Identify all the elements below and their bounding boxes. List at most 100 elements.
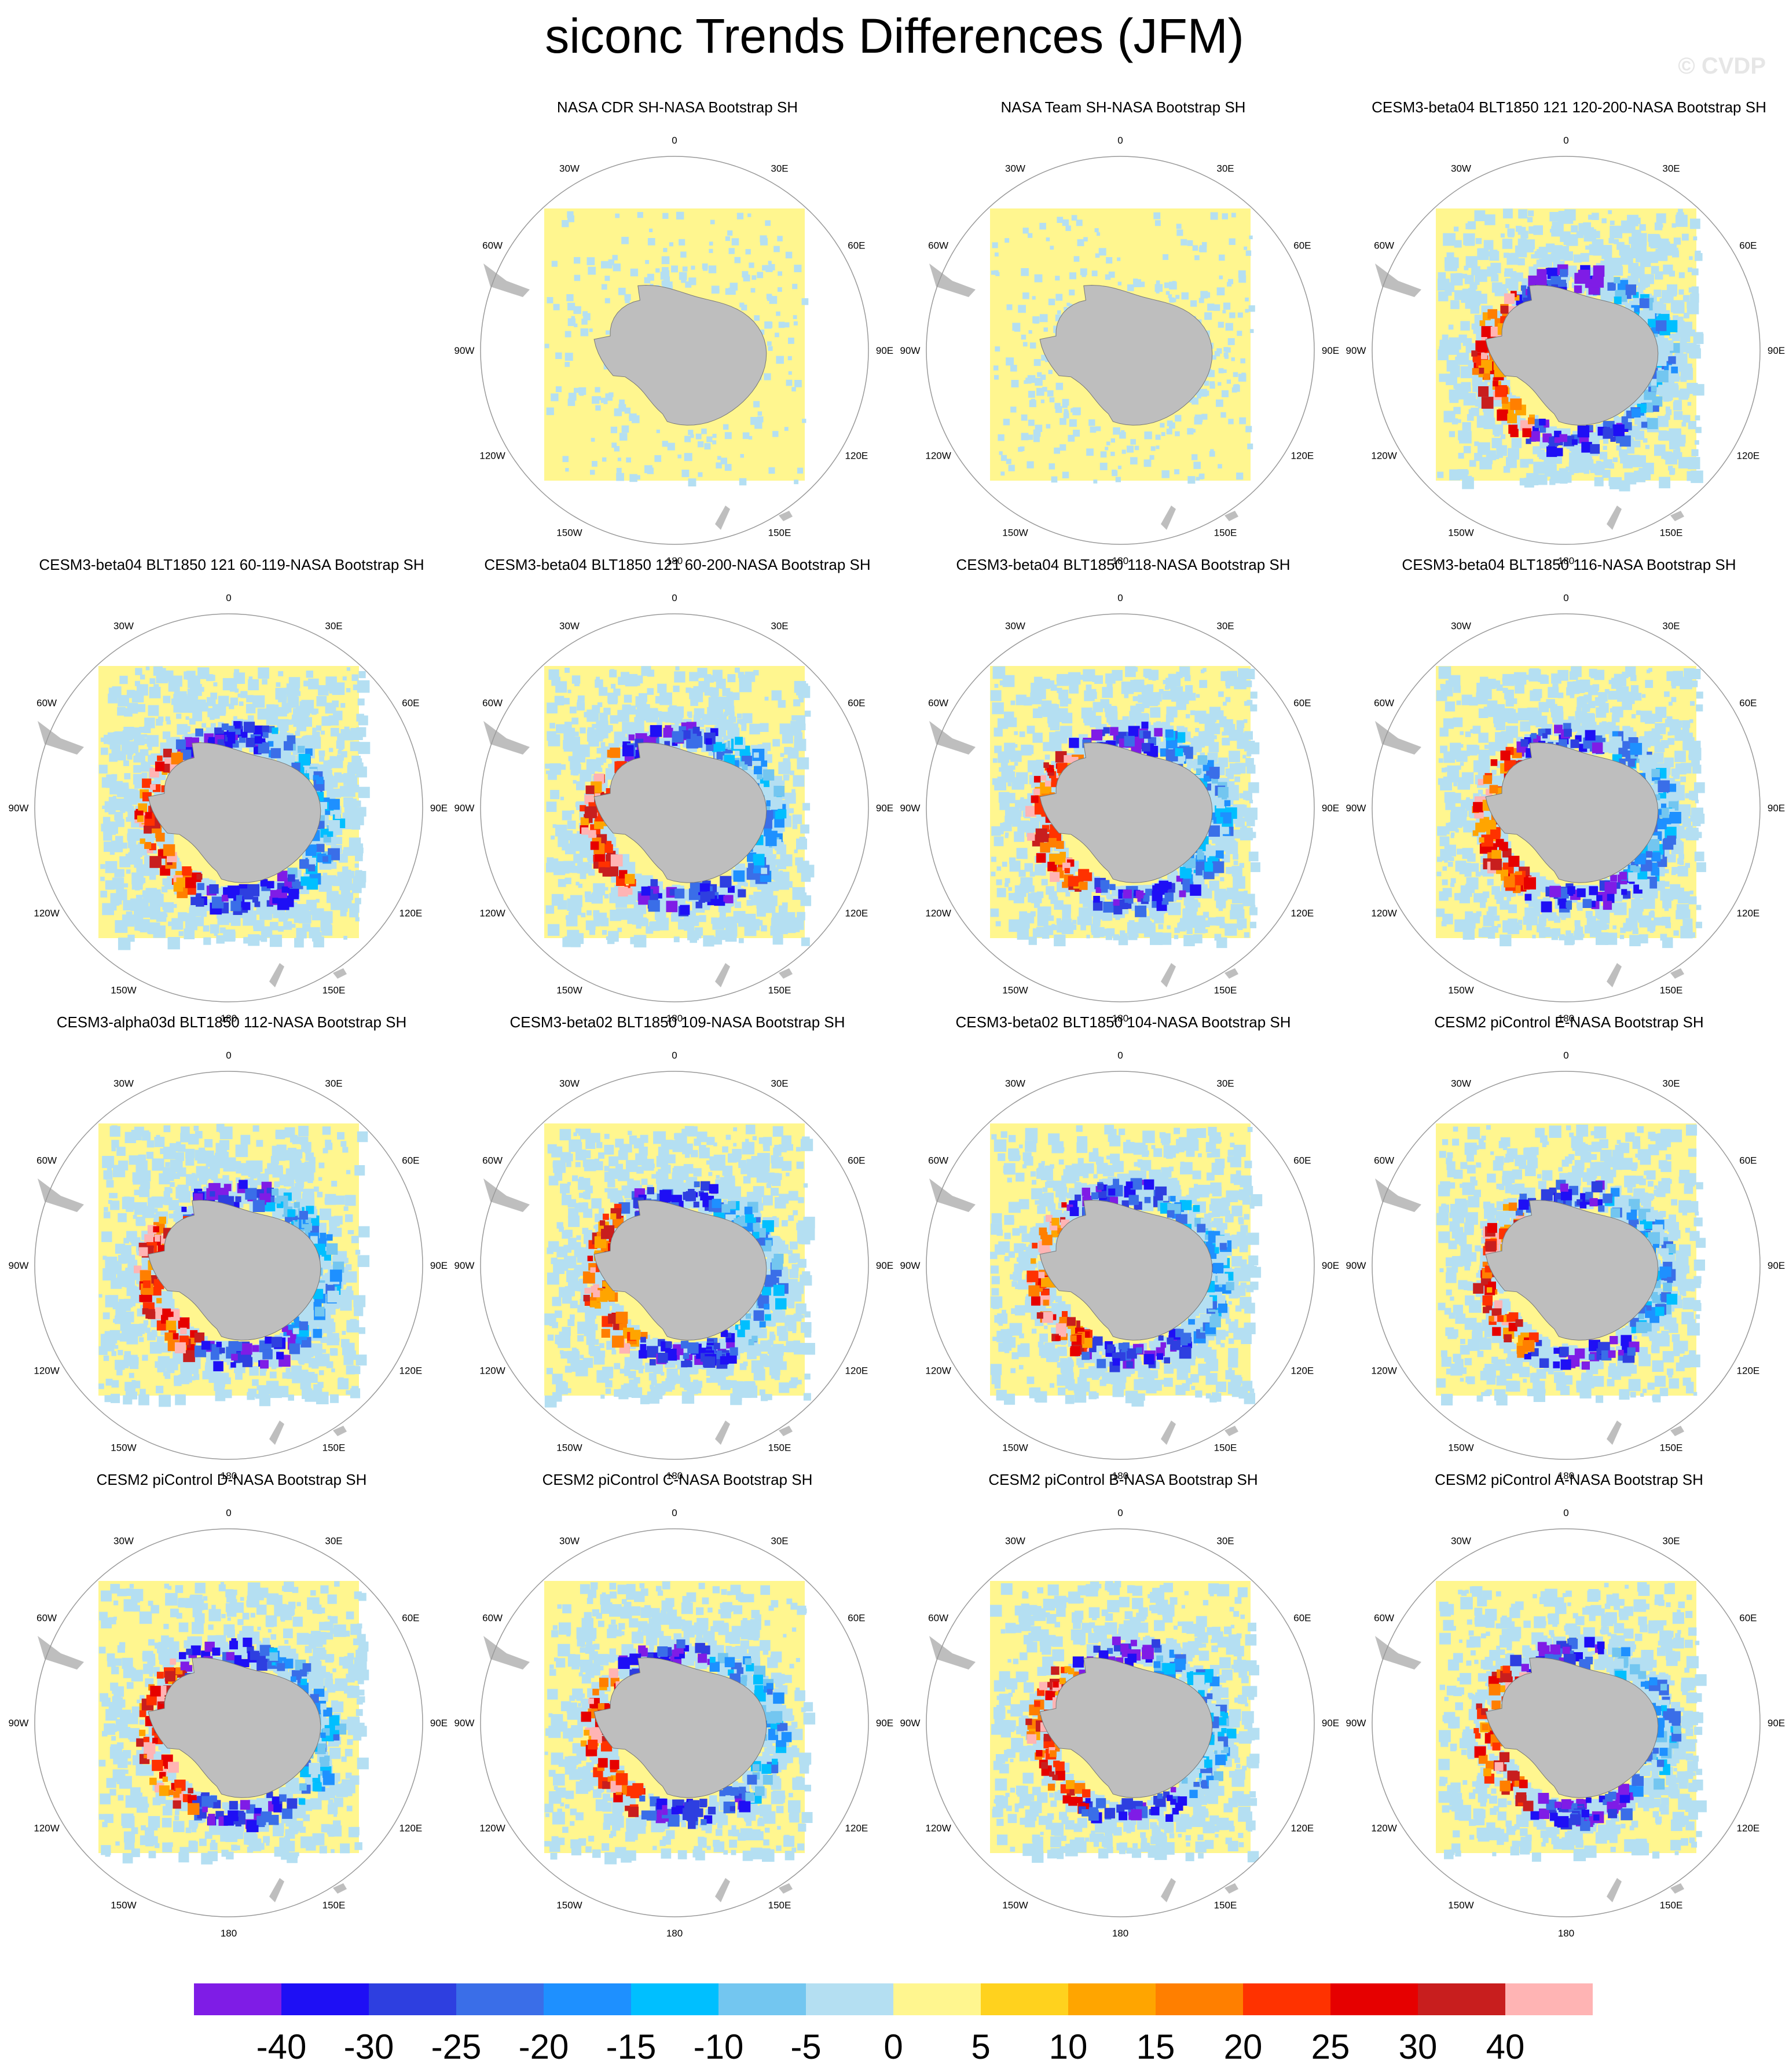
grid-cell [257, 708, 269, 720]
grid-cell [1619, 480, 1630, 492]
figure-title: siconc Trends Differences (JFM) [545, 9, 1244, 63]
grid-cell [1663, 451, 1672, 460]
grid-cell [592, 705, 600, 713]
longitude-label: 90E [430, 803, 448, 814]
grid-cell [772, 431, 779, 437]
grid-cell [98, 764, 108, 774]
map-rim [480, 613, 869, 1002]
grid-cell [239, 701, 244, 706]
grid-cell [1179, 666, 1190, 678]
grid-cell [733, 899, 737, 903]
grid-cell [776, 311, 780, 316]
grid-cell [559, 685, 564, 691]
grid-cell [611, 683, 616, 689]
grid-cell [751, 275, 757, 280]
map-rim [926, 156, 1315, 545]
grid-cell [1599, 452, 1608, 460]
grid-cell [1024, 863, 1033, 872]
grid-cell [757, 416, 764, 423]
grid-cell [1106, 441, 1110, 445]
grid-cell [992, 778, 999, 785]
grid-cell [760, 884, 765, 889]
grid-cell [1669, 334, 1674, 339]
grid-cell [580, 770, 592, 782]
grid-cell [1046, 424, 1051, 429]
grid-cell [794, 380, 802, 387]
grid-cell [1060, 698, 1068, 707]
grid-cell [1630, 241, 1637, 248]
grid-cell [564, 668, 570, 673]
grid-cell [141, 762, 151, 772]
antarctica-land [148, 742, 321, 883]
grid-cell [647, 238, 655, 246]
grid-cell [1000, 455, 1007, 461]
grid-cell [1222, 854, 1230, 863]
grid-cell [1022, 228, 1029, 234]
grid-cell [1176, 671, 1183, 679]
panel-title: NASA Team SH-NASA Bootstrap SH [1000, 98, 1246, 116]
grid-cell [1050, 684, 1057, 691]
grid-cell [1580, 252, 1589, 262]
anomaly-cell [1047, 862, 1057, 872]
anomaly-cell [272, 727, 278, 734]
grid-cell [1018, 305, 1026, 313]
grid-cell [1474, 210, 1486, 221]
grid-cell [734, 894, 739, 899]
grid-cell [732, 692, 740, 700]
grid-cell [657, 683, 667, 693]
grid-cell [780, 753, 784, 757]
grid-cell [142, 749, 149, 756]
grid-cell [995, 272, 1000, 276]
grid-cell [1505, 278, 1516, 289]
grid-cell [1090, 426, 1097, 433]
grid-cell [348, 799, 357, 807]
anomaly-cell [585, 785, 595, 795]
grid-cell [617, 457, 621, 462]
grid-cell [342, 866, 349, 873]
grid-cell [1232, 793, 1240, 801]
grid-cell [1469, 281, 1478, 290]
grid-cell [319, 756, 325, 762]
grid-cell [1158, 924, 1164, 929]
anomaly-cell [742, 764, 748, 770]
grid-cell [162, 902, 170, 910]
grid-cell [595, 405, 601, 411]
new-zealand-land [715, 506, 730, 530]
grid-cell [716, 718, 724, 726]
grid-cell [354, 863, 359, 868]
grid-cell [1027, 726, 1035, 734]
grid-cell [1239, 863, 1244, 868]
grid-cell [1106, 894, 1113, 900]
grid-cell [584, 712, 590, 717]
grid-cell [1635, 243, 1646, 254]
grid-cell [1012, 323, 1021, 331]
grid-cell [247, 715, 254, 722]
grid-cell [1055, 276, 1060, 281]
grid-cell [641, 666, 651, 676]
grid-cell [1132, 667, 1138, 672]
longitude-label: 0 [226, 592, 231, 603]
grid-cell [1579, 448, 1583, 452]
grid-cell [173, 904, 177, 908]
grid-cell [144, 734, 148, 738]
grid-cell [1473, 325, 1482, 334]
anomaly-cell [1497, 409, 1508, 421]
grid-cell [994, 836, 1004, 847]
anomaly-cell [1652, 302, 1664, 313]
grid-cell [1073, 256, 1080, 262]
grid-cell [567, 821, 576, 829]
grid-cell [736, 213, 744, 219]
grid-cell [547, 731, 556, 741]
anomaly-cell [1656, 381, 1663, 387]
grid-cell [146, 735, 159, 747]
grid-cell [1601, 218, 1607, 224]
grid-cell [1010, 407, 1017, 413]
grid-cell [1005, 771, 1016, 781]
anomaly-cell [298, 745, 305, 753]
grid-cell [1637, 394, 1644, 400]
grid-cell [1115, 915, 1120, 920]
grid-cell [1064, 409, 1068, 413]
grid-cell [626, 895, 636, 905]
grid-cell [350, 728, 363, 740]
grid-cell [1193, 934, 1203, 944]
